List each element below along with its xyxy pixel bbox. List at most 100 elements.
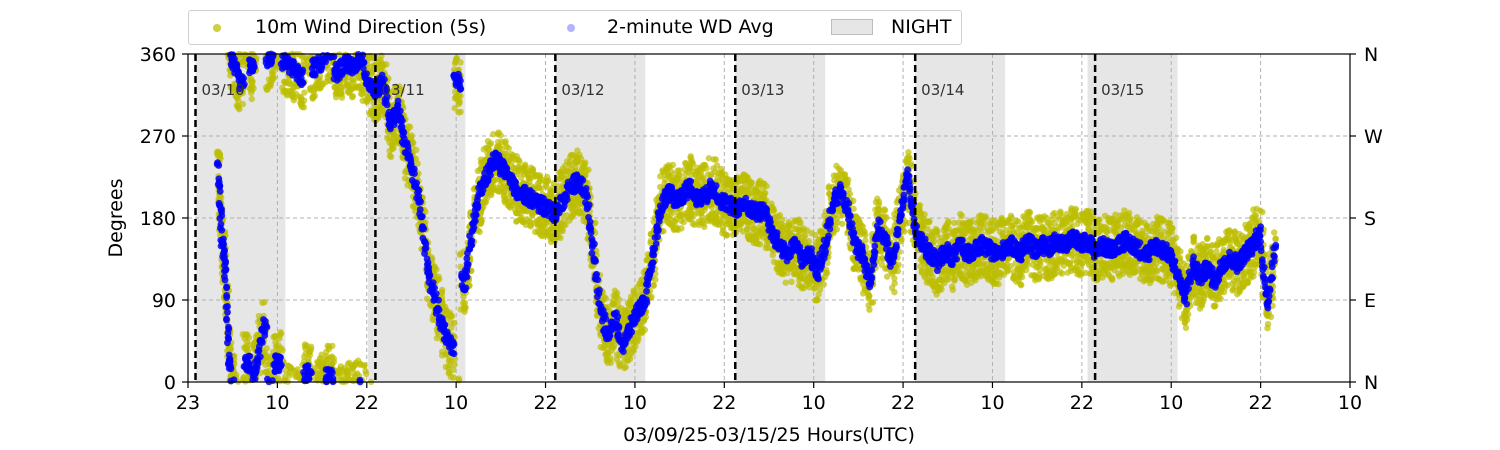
wind-point (748, 179, 755, 187)
wind-point (457, 59, 464, 66)
wind-point (712, 156, 720, 163)
wind-point (866, 306, 873, 313)
wind-point (451, 361, 458, 368)
wind-point (255, 312, 263, 320)
wind-point (423, 295, 431, 303)
wind-point (844, 180, 851, 187)
wind-point (958, 212, 966, 220)
wind-point (535, 184, 543, 191)
wind-point (701, 161, 709, 169)
wind-point (641, 326, 649, 334)
wind-point (456, 99, 463, 106)
wind-point (408, 132, 415, 139)
wind-point (650, 282, 657, 289)
wind-point (448, 324, 455, 332)
wind-point (761, 190, 768, 198)
wind-point (276, 332, 283, 339)
wind-point (476, 228, 483, 236)
wind-point (495, 129, 502, 136)
wind-point (447, 313, 454, 320)
wind-point (891, 288, 898, 296)
wind-point (279, 347, 286, 354)
wind-point (883, 214, 890, 221)
wind-point (270, 68, 277, 76)
wind-point (823, 269, 831, 277)
wind-point (839, 220, 846, 228)
wind-point (895, 261, 902, 269)
wind-point (387, 153, 395, 161)
wind-point (398, 87, 405, 95)
wind-point (613, 289, 621, 297)
wind-point (344, 371, 352, 378)
wind-point (602, 295, 609, 302)
wind-point (462, 304, 469, 311)
wind-point (438, 290, 446, 297)
wind-point (330, 358, 338, 366)
wind-point (286, 372, 293, 379)
wind-point (934, 228, 941, 236)
wind-point (433, 334, 441, 342)
wind-point (582, 159, 589, 166)
wind-point (457, 263, 464, 271)
wind-point (450, 374, 457, 381)
wind-point (362, 370, 370, 378)
wind-point (265, 82, 272, 89)
wind-point (635, 335, 642, 342)
wind-point (869, 299, 877, 306)
wind-point (361, 361, 368, 369)
wind-point (268, 76, 275, 83)
wind-point (481, 199, 489, 206)
wind-point (891, 280, 898, 287)
wind-point (348, 93, 356, 101)
wind-point (763, 182, 770, 190)
wind-point (285, 80, 293, 87)
wind-point (622, 363, 629, 371)
wind-point (322, 358, 329, 366)
wind-point (505, 145, 512, 152)
wind-point (756, 241, 764, 248)
wind-point (805, 237, 813, 245)
wind-point (487, 140, 495, 147)
wind-point (518, 214, 525, 221)
wind-point (450, 366, 457, 374)
wind-point (1013, 217, 1020, 225)
wind-point (235, 97, 242, 104)
wind-point (451, 60, 459, 67)
wind-point (245, 334, 252, 341)
wind-point (413, 146, 420, 154)
wind-point (968, 217, 975, 224)
wind-point (529, 166, 536, 174)
wind-point (788, 278, 795, 286)
wind-point (353, 370, 361, 377)
wind-point (263, 345, 270, 352)
wind-point (701, 223, 708, 231)
wind-point (820, 281, 828, 288)
wind-point (874, 195, 881, 202)
wind-point (676, 167, 683, 174)
wind-point (1018, 273, 1026, 281)
wind-point (300, 97, 308, 104)
wind-point (782, 279, 789, 286)
wind-point (457, 108, 464, 116)
wind-point (678, 225, 685, 232)
wind-point (275, 342, 282, 349)
wind-point (357, 90, 365, 97)
wind-point (796, 219, 803, 227)
wind-point (1072, 207, 1079, 214)
wind-point (1026, 209, 1034, 216)
wind-point (250, 85, 257, 92)
wind-point (916, 202, 924, 209)
wind-point (881, 207, 889, 214)
wind-point (236, 106, 243, 113)
wind-point (461, 299, 469, 307)
wind-point (338, 94, 346, 101)
wind-point (926, 218, 933, 225)
wind-point (862, 231, 869, 239)
wind-point (516, 158, 523, 166)
wind-point (982, 213, 989, 220)
wind-point (723, 232, 730, 239)
wind-point (945, 219, 952, 226)
wind-point (544, 177, 552, 184)
wind-point (866, 292, 873, 299)
wind-point (1017, 281, 1024, 288)
